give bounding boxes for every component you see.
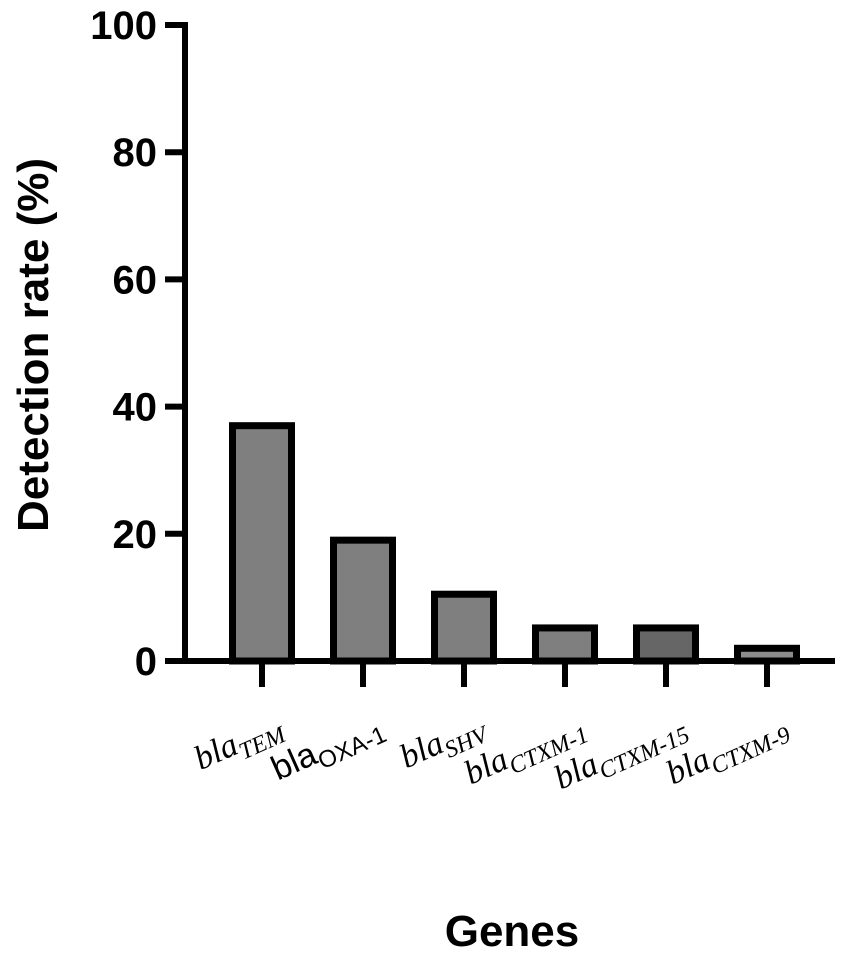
- y-tick-label: 100: [90, 4, 157, 48]
- bar: [532, 624, 598, 665]
- x-axis-title: Genes: [445, 907, 580, 956]
- y-axis-title: Detection rate (%): [9, 158, 58, 532]
- y-tick-label: 60: [113, 258, 158, 302]
- y-tick-label: 0: [135, 640, 157, 684]
- gene-name: bla: [394, 724, 449, 775]
- bar: [330, 536, 396, 665]
- bars: [229, 422, 800, 665]
- gene-subscript: CTXM-9: [707, 722, 794, 780]
- bar: [229, 422, 295, 665]
- x-tick-label: blaCTXM-9: [661, 707, 795, 798]
- gene-name: bla: [189, 726, 244, 777]
- x-tick-label: blaOXA-1: [266, 706, 391, 794]
- gene-subscript: OXA-1: [314, 721, 391, 775]
- y-tick-label: 80: [113, 131, 158, 175]
- y-tick-label: 40: [113, 386, 158, 430]
- y-tick-label: 20: [113, 513, 158, 557]
- axes: [182, 22, 835, 664]
- bar: [633, 624, 699, 665]
- y-axis-ticks: 0 20 40 60 80 100: [90, 4, 185, 684]
- bar: [431, 590, 497, 665]
